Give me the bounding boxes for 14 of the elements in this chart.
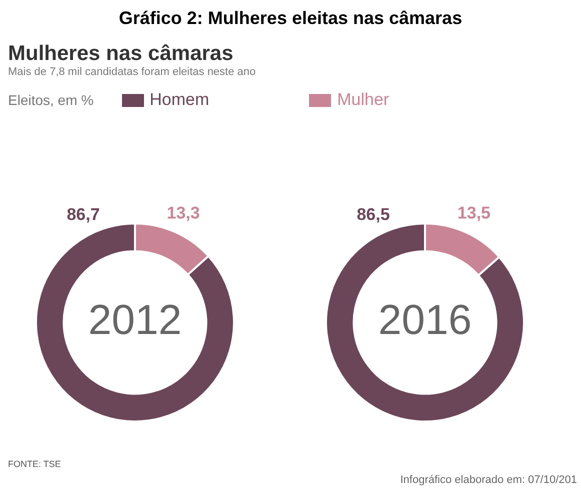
data-label: 13,3 (166, 203, 200, 222)
text: 2016 (378, 296, 472, 344)
legend-title: Eleitos, em % (8, 92, 94, 108)
text: Mulheres nas câmaras (8, 42, 234, 66)
source-note: FONTE: TSE (8, 459, 61, 469)
data-label: 13,5 (457, 204, 491, 223)
text: Mais de 7,8 mil candidatas foram eleitas neste ano (8, 66, 256, 78)
data-label: 86,7 (66, 205, 100, 224)
legend-label: Mulher (336, 90, 390, 110)
data-label: 86,5 (356, 205, 390, 224)
text: Infográfico elaborado em: 07/10/201 (400, 474, 577, 486)
legend-label: Homem (148, 90, 210, 110)
text: 2012 (88, 296, 182, 344)
text: Gráfico 2: Mulheres eleitas nas câmaras (118, 8, 464, 29)
